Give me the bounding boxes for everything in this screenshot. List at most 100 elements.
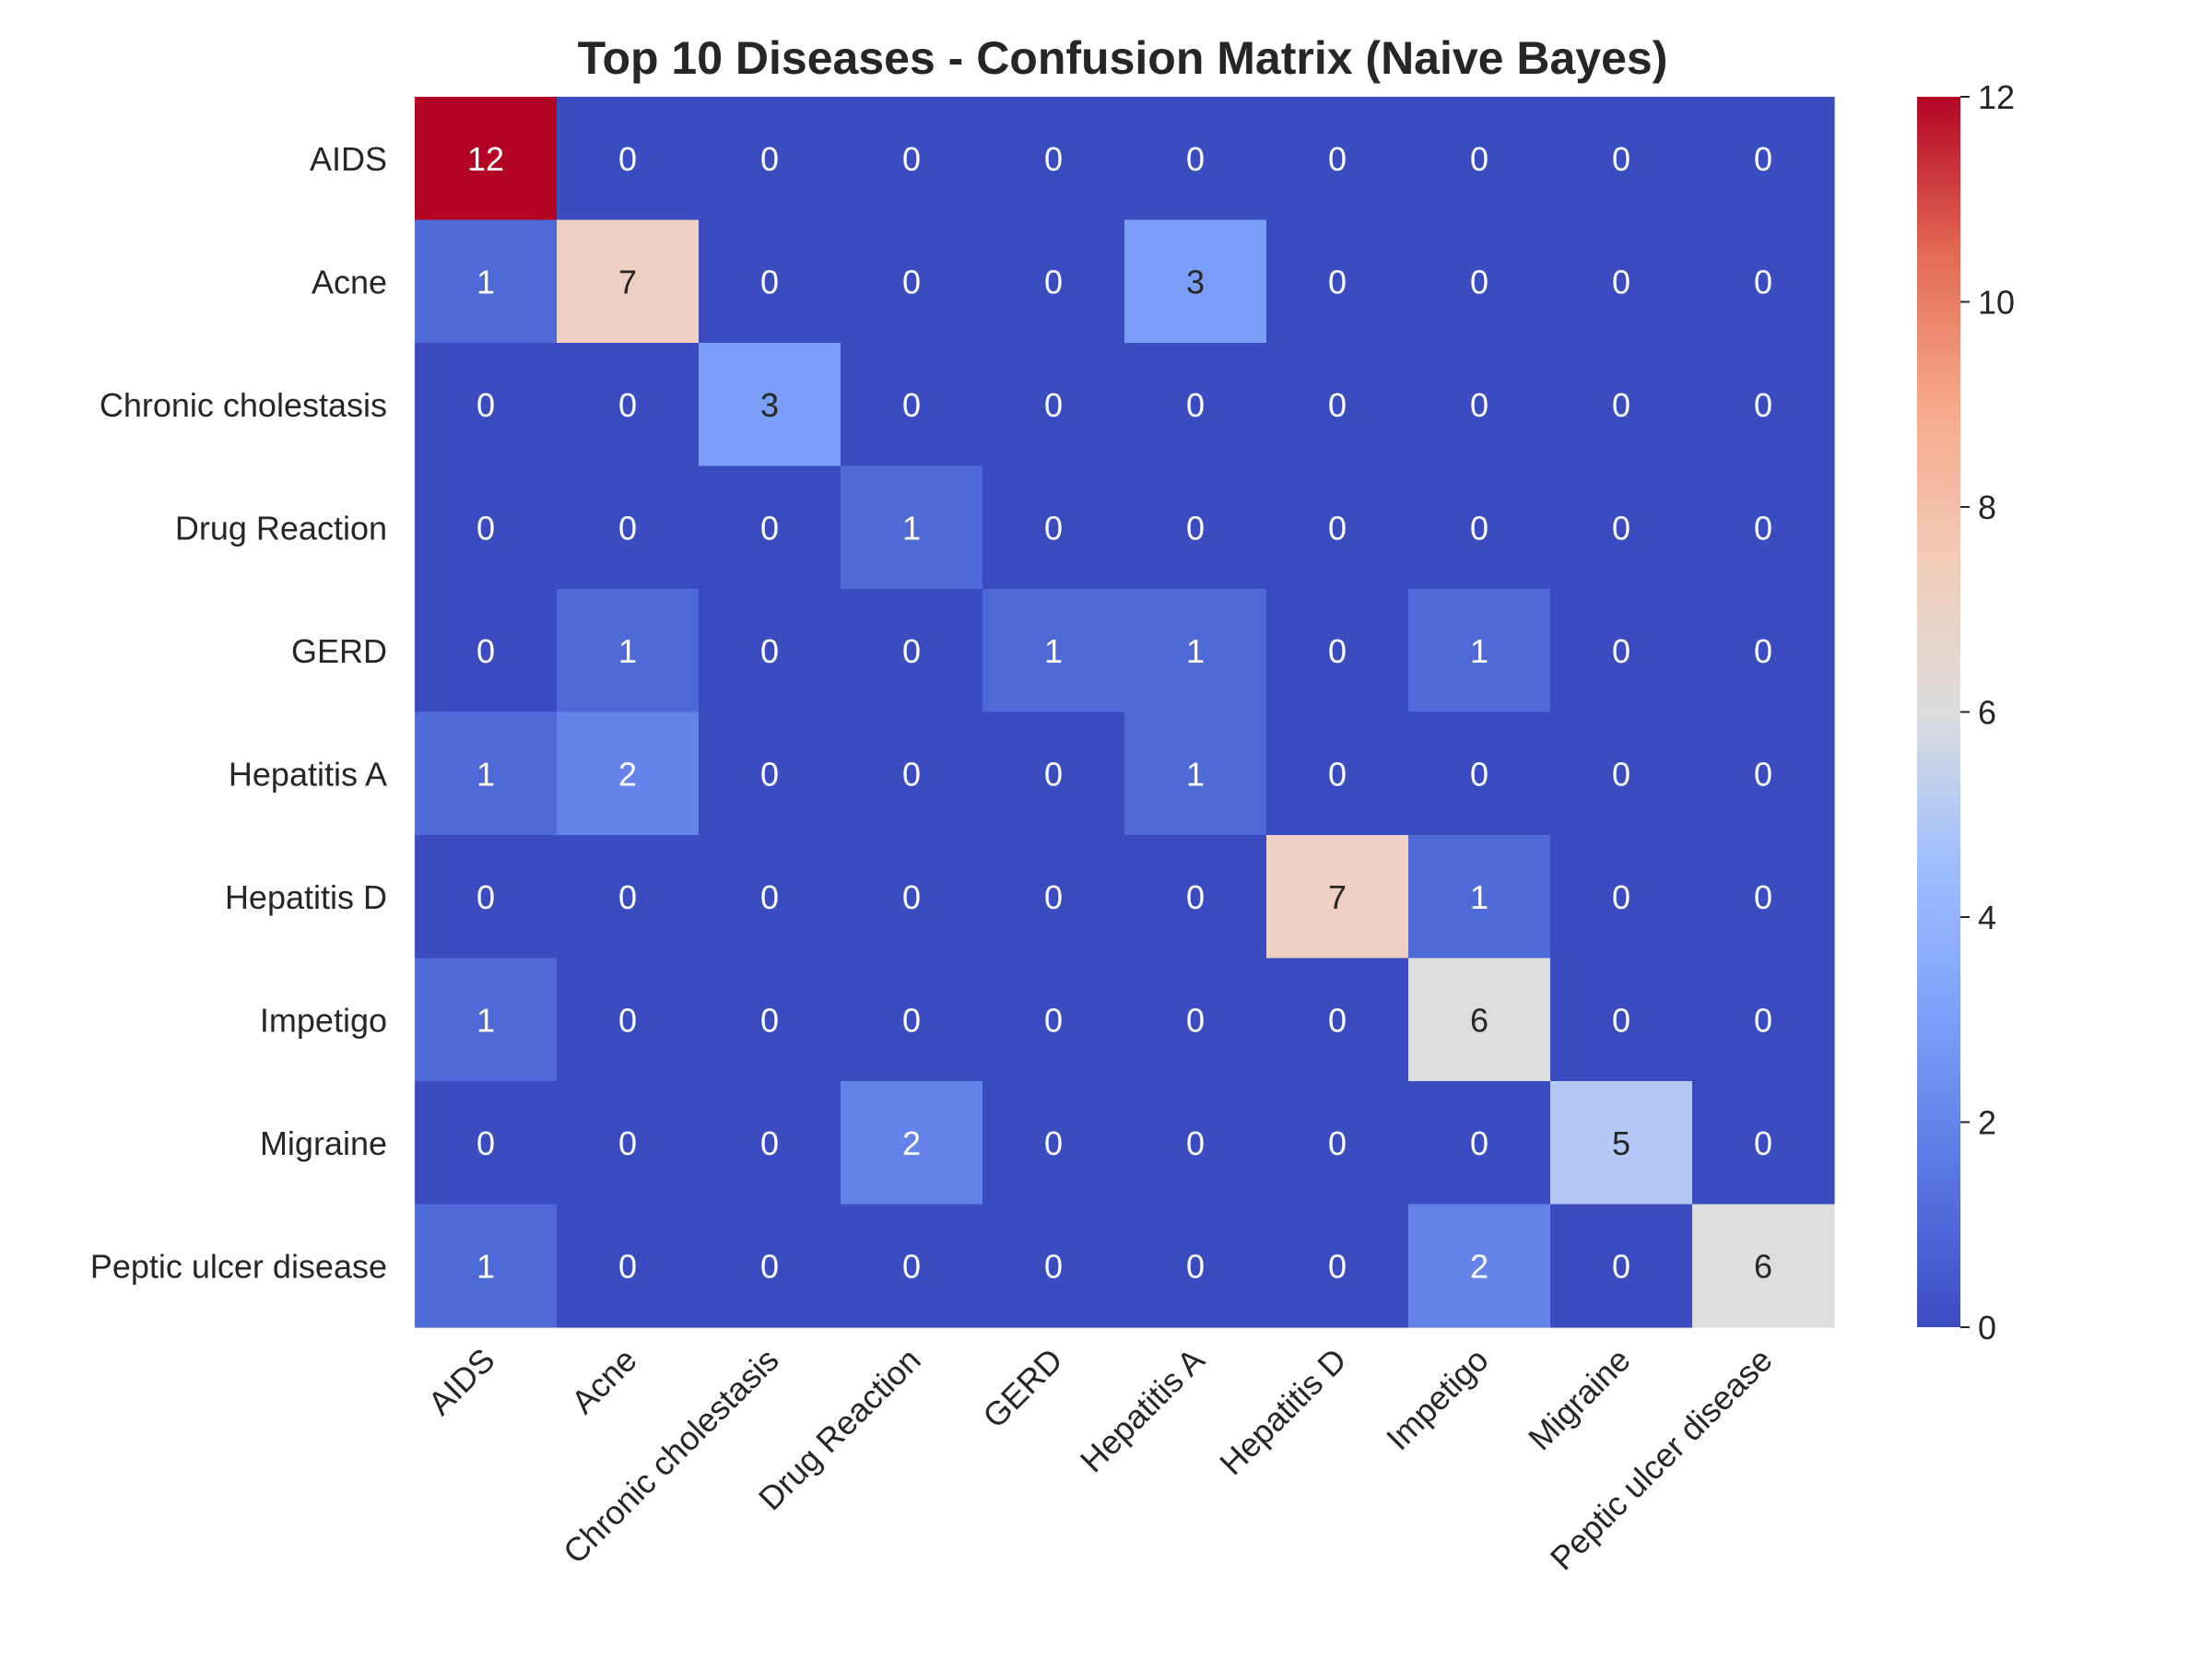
cell-value-label: 0 [1328,140,1347,178]
cell-value-label: 0 [902,386,921,424]
heatmap-cell [415,219,558,344]
heatmap-cell [982,343,1125,467]
cell-value-label: 0 [1044,878,1063,916]
cell-value-label: 6 [1470,1001,1488,1039]
cell-value-label: 0 [477,386,495,424]
cell-value-label: 0 [1328,755,1347,793]
cell-value-label: 1 [477,1247,495,1285]
cell-value-label: 0 [902,263,921,300]
heatmap-cell [699,219,841,344]
heatmap-cell [557,465,700,590]
heatmap-cell [557,219,700,344]
heatmap-cell [415,465,558,590]
heatmap-cell [699,465,841,590]
colorbar-tick-label: 6 [1978,694,1996,732]
cell-value-label: 0 [760,263,779,300]
colorbar-ticks: 0 2 4 6 8 10 12 [1960,78,2015,1347]
heatmap-cell [1692,1204,1835,1328]
cell-value-label: 0 [902,878,921,916]
cell-value-label: 0 [1186,140,1205,178]
heatmap-cell [1124,465,1267,590]
cell-value-label: 0 [477,509,495,547]
x-tick-label: Impetigo [1379,1341,1496,1458]
heatmap-cell [699,589,841,713]
heatmap-cell [1408,1081,1551,1206]
heatmap-cell [1266,835,1409,959]
cell-value-label: 0 [618,878,637,916]
cell-value-label: 0 [1044,140,1063,178]
heatmap-cell [1550,835,1693,959]
heatmap-cell [1408,97,1551,221]
cell-value-label: 1 [618,632,637,670]
cell-value-label: 0 [1186,386,1205,424]
heatmap-cell [1266,1081,1409,1206]
heatmap-cell [1124,1081,1267,1206]
x-tick-label: Migraine [1521,1341,1638,1458]
heatmap-cell [1124,343,1267,467]
y-axis-labels: AIDS Acne Chronic cholestasis Drug Reaction… [90,140,387,1286]
cell-value-label: 0 [1754,509,1772,547]
heatmap-cell [1692,1081,1835,1206]
cell-value-label: 0 [1328,1124,1347,1162]
cell-value-label: 0 [1328,263,1347,300]
chart-title: Top 10 Diseases - Confusion Matrix (Naiv… [578,32,1668,84]
colorbar-tick-label: 12 [1978,78,2015,116]
cell-value-label: 0 [1044,1001,1063,1039]
cell-value-label: 0 [1612,1001,1630,1039]
y-tick-label: Chronic cholestasis [100,386,387,424]
heatmap-cell [1692,589,1835,713]
cell-value-label: 0 [1470,755,1488,793]
heatmap-cell [982,1204,1125,1328]
heatmap-cell [1266,589,1409,713]
cell-value-label: 2 [1470,1247,1488,1285]
cell-value-label: 0 [760,1247,779,1285]
heatmap-cell [699,97,841,221]
colorbar-tick-label: 0 [1978,1309,1996,1347]
x-tick-label: AIDS [420,1341,501,1422]
heatmap-cell [1124,835,1267,959]
heatmap-cell [557,958,700,1082]
cell-value-label: 0 [1470,140,1488,178]
cell-value-label: 0 [477,632,495,670]
colorbar-tick-label: 8 [1978,488,1996,526]
cell-value-label: 1 [477,1001,495,1039]
cell-value-label: 1 [1186,632,1205,670]
cell-value-label: 1 [477,263,495,300]
cell-value-label: 0 [618,386,637,424]
heatmap-cell [1550,343,1693,467]
cell-value-label: 0 [760,878,779,916]
heatmap-cell [1408,835,1551,959]
cell-value-label: 0 [1470,263,1488,300]
heatmap-cell [415,343,558,467]
heatmap-cell [415,835,558,959]
y-tick-label: GERD [291,632,387,670]
cell-value-label: 0 [477,878,495,916]
cell-value-label: 0 [1612,632,1630,670]
cell-value-label: 1 [1470,878,1488,916]
heatmap-cell [841,1204,983,1328]
heatmap-cell [841,219,983,344]
cell-value-label: 0 [618,1124,637,1162]
heatmap-cell [415,97,558,221]
colorbar-tick-label: 2 [1978,1104,1996,1142]
cell-value-label: 7 [1328,878,1347,916]
heatmap-cell [415,589,558,713]
cell-value-label: 0 [1044,1124,1063,1162]
y-tick-label: Impetigo [260,1001,387,1039]
heatmap-cell [982,958,1125,1082]
cell-value-label: 0 [618,1247,637,1285]
heatmap-cell [699,1081,841,1206]
heatmap-cell [1408,219,1551,344]
cell-value-label: 0 [1044,386,1063,424]
heatmap-cell [1692,219,1835,344]
cell-value-label: 0 [902,755,921,793]
cell-value-label: 0 [760,1124,779,1162]
colorbar-gradient [1917,97,1960,1327]
y-tick-label: Hepatitis D [225,878,387,916]
cell-value-label: 0 [760,755,779,793]
cell-value-label: 1 [477,755,495,793]
cell-value-label: 0 [1612,1247,1630,1285]
colorbar-tick-label: 10 [1978,284,2015,322]
heatmap-cell [1550,1204,1693,1328]
